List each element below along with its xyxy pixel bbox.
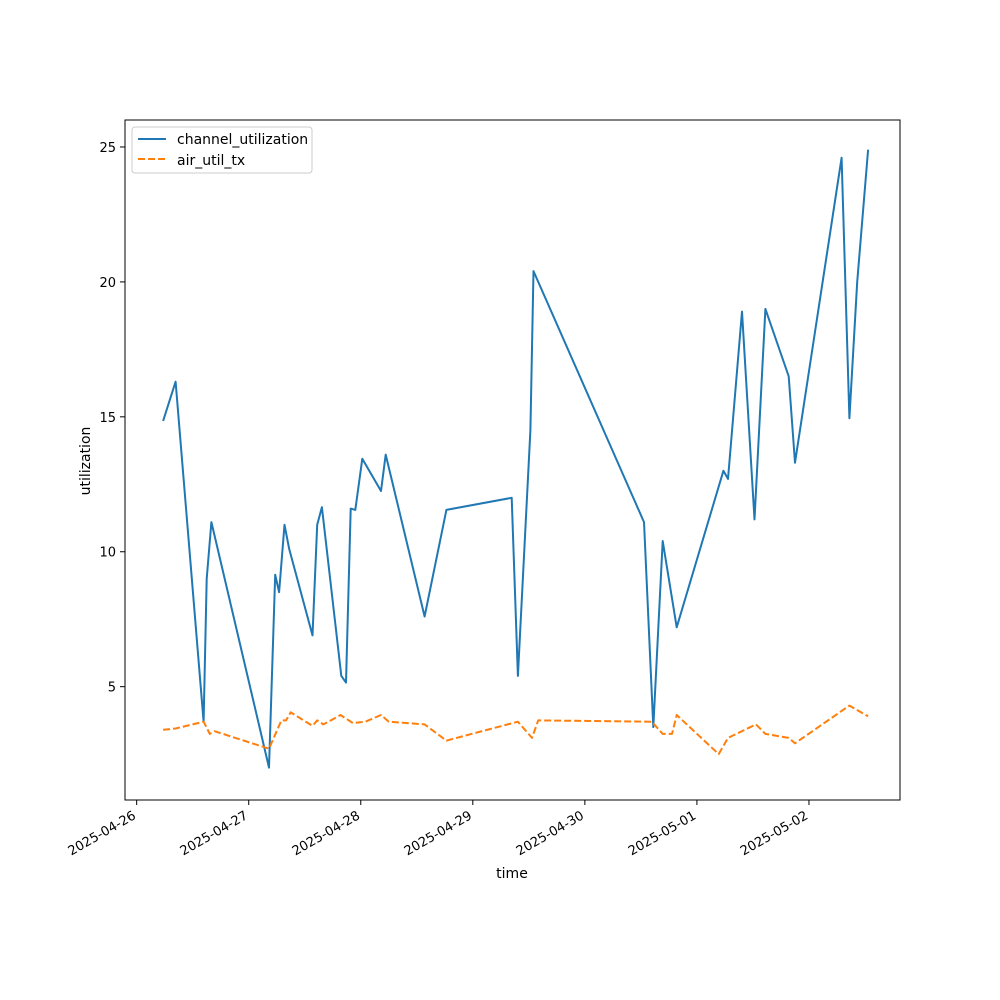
y-tick-label: 20 xyxy=(99,276,116,291)
series-line-channel-utilization xyxy=(162,149,870,769)
y-axis: 5 10 15 20 25 xyxy=(99,141,125,696)
y-tick-label: 10 xyxy=(99,546,116,561)
series-line-air-util-tx xyxy=(162,704,869,756)
series-layer xyxy=(162,149,870,769)
y-tick-label: 5 xyxy=(108,681,116,696)
legend-label-channel-utilization: channel_utilization xyxy=(177,132,308,148)
x-axis-label: time xyxy=(496,866,528,882)
legend-label-air-util-tx: air_util_tx xyxy=(177,153,245,169)
legend-box xyxy=(131,126,313,174)
y-axis-label: utilization xyxy=(78,427,94,496)
y-tick-label: 25 xyxy=(99,141,116,156)
plot-area-frame xyxy=(124,119,901,801)
legend: channel_utilization air_util_tx xyxy=(131,126,313,174)
y-tick-label: 15 xyxy=(99,411,116,426)
